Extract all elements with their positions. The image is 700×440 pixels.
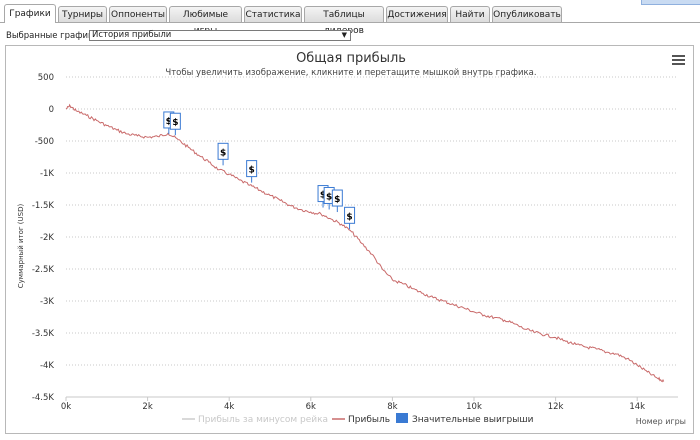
grid-lines (66, 76, 678, 398)
y-tick-label: 500 (38, 73, 54, 83)
x-axis-label: Номер игры (636, 417, 686, 426)
tab-tournaments[interactable]: Турниры (58, 6, 107, 22)
x-tick-label: 0k (61, 402, 71, 412)
flag-dollar-label: $ (166, 117, 172, 127)
y-tick-label: -3.5K (32, 329, 55, 339)
y-tick-label: -1.5K (32, 201, 55, 211)
chart-title: Общая прибыль (296, 51, 406, 66)
flag-box (169, 112, 181, 130)
legend-net-label[interactable]: Прибыль за минусом рейка (198, 415, 328, 425)
flag-dollar-label: $ (249, 166, 255, 176)
legend-wins-swatch (396, 413, 408, 423)
significant-wins-layer: $ $$$$ $ $$ (163, 111, 356, 230)
x-tick-label: 8k (387, 402, 397, 412)
dropdown-arrow-icon: ▼ (341, 31, 347, 39)
flag-box (246, 160, 258, 178)
y-tick-label: -500 (35, 137, 54, 147)
tab-bar: Графики Турниры Оппоненты Любимые игры С… (0, 0, 700, 36)
flag-dollar-label: $ (334, 195, 340, 205)
chart-subtitle: Чтобы увеличить изображение, кликните и … (165, 68, 536, 78)
x-tick-label: 12k (548, 402, 564, 412)
y-tick-label: -2.5K (32, 265, 55, 275)
y-axis-label: Суммарный итог (USD) (17, 204, 25, 289)
flag-box (331, 189, 343, 207)
chart-panel: Общая прибыль Чтобы увеличить изображени… (5, 45, 694, 434)
legend: Прибыль за минусом рейка Прибыль Значите… (182, 413, 534, 425)
profit-chart[interactable]: Общая прибыль Чтобы увеличить изображени… (6, 46, 693, 433)
x-axis-ticks: 0k 2k 4k 6k 8k 10k 12k 14k (61, 397, 645, 412)
significant-win-flag: $ (246, 160, 258, 183)
flag-dollar-label: $ (320, 191, 326, 201)
x-tick-label: 4k (224, 402, 234, 412)
flag-dollar-label: $ (346, 212, 352, 222)
tab-publish[interactable]: Опубликовать (492, 6, 562, 22)
tab-find[interactable]: Найти (450, 6, 490, 22)
y-tick-label: -4K (40, 361, 54, 371)
flag-dollar-label: $ (220, 148, 226, 158)
chart-selector-label: Выбранные графики: (6, 31, 102, 41)
flag-box (344, 206, 356, 224)
tab-graphs[interactable]: Графики (4, 4, 56, 23)
y-tick-label: 0 (49, 105, 54, 115)
x-tick-label: 2k (142, 402, 152, 412)
significant-win-flag: $ (217, 142, 229, 166)
y-tick-label: -2K (40, 233, 54, 243)
y-tick-label: -3K (40, 297, 54, 307)
flag-dollar-label: $ (326, 192, 332, 202)
tab-statistics[interactable]: Статистика (244, 6, 302, 22)
chart-selector-value: История прибыли (92, 30, 172, 40)
significant-win-flag: $ (344, 206, 356, 230)
y-axis-ticks: 500 0 -500 -1K -1.5K -2K -2.5K -3K -3.5K -4K -4.5K (32, 73, 55, 403)
x-tick-label: 10k (466, 402, 482, 412)
corner-accent (641, 0, 700, 5)
tab-opponents[interactable]: Оппоненты (109, 6, 167, 22)
tab-achievements[interactable]: Достижения (386, 6, 448, 22)
tab-favorite-games[interactable]: Любимые игры (169, 6, 242, 36)
flag-box (217, 142, 229, 160)
tab-leaderboards[interactable]: Таблицы лидеров (304, 6, 384, 36)
legend-wins-label[interactable]: Значительные выигрыши (412, 415, 534, 425)
chart-selector-dropdown[interactable]: История прибыли ▼ (89, 30, 351, 41)
legend-profit-label[interactable]: Прибыль (348, 415, 390, 425)
significant-win-flag: $ (331, 189, 343, 213)
x-tick-label: 14k (629, 402, 645, 412)
series-layer (65, 103, 665, 383)
hamburger-menu-icon[interactable] (672, 55, 685, 65)
significant-win-flag: $ (169, 112, 181, 136)
y-tick-label: -1K (40, 169, 54, 179)
profit-series-line (65, 103, 665, 383)
y-tick-label: -4.5K (32, 393, 55, 403)
x-tick-label: 6k (306, 402, 316, 412)
flag-dollar-label: $ (172, 118, 178, 128)
